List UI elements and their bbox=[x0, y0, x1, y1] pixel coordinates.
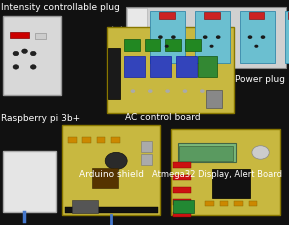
Bar bbox=[3, 16, 61, 94]
Bar bbox=[126, 7, 286, 68]
Bar bbox=[288, 12, 289, 19]
Bar bbox=[3, 151, 56, 211]
Text: Raspberry pi 3b+: Raspberry pi 3b+ bbox=[1, 114, 81, 123]
Text: Atmega32 Display, Alert Board: Atmega32 Display, Alert Board bbox=[152, 170, 282, 179]
Bar bbox=[108, 48, 120, 99]
Bar bbox=[165, 38, 181, 51]
Circle shape bbox=[210, 45, 214, 48]
Bar bbox=[127, 8, 147, 66]
Bar bbox=[173, 200, 194, 213]
Bar bbox=[249, 12, 264, 19]
Bar bbox=[141, 154, 152, 165]
Bar bbox=[176, 56, 197, 76]
Bar bbox=[107, 27, 234, 112]
Bar bbox=[249, 201, 257, 206]
Bar bbox=[141, 141, 152, 152]
Circle shape bbox=[30, 65, 36, 69]
Circle shape bbox=[148, 89, 153, 93]
Bar bbox=[173, 187, 191, 193]
Bar bbox=[144, 38, 160, 51]
Circle shape bbox=[261, 35, 265, 39]
Bar bbox=[82, 137, 91, 143]
Circle shape bbox=[105, 152, 127, 169]
Bar bbox=[97, 137, 105, 143]
Bar bbox=[185, 38, 201, 51]
Circle shape bbox=[171, 35, 176, 39]
Bar bbox=[240, 11, 275, 63]
Bar bbox=[62, 125, 160, 215]
Text: AC control board: AC control board bbox=[125, 112, 201, 122]
Bar bbox=[205, 201, 214, 206]
Circle shape bbox=[200, 89, 205, 93]
Text: Power plug: Power plug bbox=[235, 75, 285, 84]
Circle shape bbox=[22, 49, 27, 54]
Text: Intensity controllable plug: Intensity controllable plug bbox=[1, 3, 120, 12]
Bar bbox=[150, 11, 185, 63]
Bar bbox=[204, 12, 220, 19]
Bar bbox=[173, 212, 191, 217]
Bar bbox=[124, 56, 144, 76]
Bar bbox=[150, 56, 171, 76]
Circle shape bbox=[216, 35, 221, 39]
Circle shape bbox=[30, 51, 36, 56]
Bar bbox=[171, 129, 280, 215]
Circle shape bbox=[13, 65, 19, 69]
Bar bbox=[92, 168, 118, 188]
Bar bbox=[173, 162, 191, 168]
Bar bbox=[195, 11, 230, 63]
Circle shape bbox=[203, 35, 208, 39]
Bar bbox=[285, 11, 289, 63]
Text: Arduino shield: Arduino shield bbox=[79, 170, 144, 179]
Circle shape bbox=[254, 45, 258, 48]
Bar bbox=[220, 201, 228, 206]
Circle shape bbox=[165, 89, 170, 93]
Bar bbox=[111, 137, 120, 143]
Bar bbox=[124, 38, 140, 51]
Bar bbox=[234, 201, 243, 206]
Bar bbox=[65, 207, 158, 213]
Circle shape bbox=[252, 146, 269, 159]
Bar bbox=[159, 12, 175, 19]
Bar bbox=[212, 169, 250, 198]
Bar bbox=[68, 137, 77, 143]
Circle shape bbox=[183, 89, 187, 93]
Circle shape bbox=[131, 89, 135, 93]
Bar bbox=[72, 200, 98, 213]
Bar bbox=[10, 32, 29, 38]
Circle shape bbox=[248, 35, 252, 39]
Bar bbox=[178, 143, 236, 162]
Circle shape bbox=[165, 45, 169, 48]
Bar bbox=[199, 56, 217, 76]
Bar bbox=[35, 33, 46, 39]
Bar bbox=[173, 199, 191, 205]
Bar bbox=[206, 90, 222, 108]
Circle shape bbox=[13, 51, 19, 56]
Circle shape bbox=[158, 35, 163, 39]
Bar bbox=[179, 146, 233, 161]
Bar bbox=[173, 175, 191, 180]
